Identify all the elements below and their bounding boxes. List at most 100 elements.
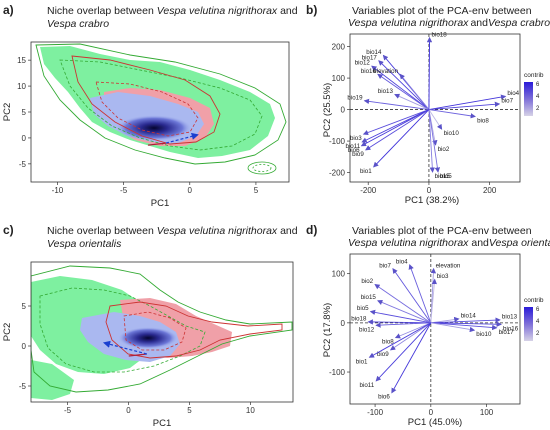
a-x-tick-label: -5 <box>120 186 128 195</box>
panel-b: b) Variables plot of the PCA-env between… <box>306 3 550 206</box>
panel-label-b: b) <box>306 3 317 17</box>
d-vector-bio1 <box>368 322 432 358</box>
b-vector-label-bio1: bio1 <box>360 168 372 175</box>
panel-c-red-contour <box>105 301 283 359</box>
d-vector-label-bio16: bio16 <box>503 325 519 332</box>
panel-d-legend: contrib 6 4 2 <box>524 297 544 341</box>
b-vector-label-bio6: bio6 <box>348 147 360 154</box>
panel-c-y-axis-label: PC2 <box>2 323 13 341</box>
panel-label-d: d) <box>306 223 317 237</box>
d-y-tick-label: 0 <box>341 319 346 328</box>
d-vector-bio11 <box>375 322 432 382</box>
a-y-tick-label: -5 <box>19 160 27 169</box>
panel-a-red-contour <box>71 55 221 145</box>
b-y-tick-label: 100 <box>332 74 346 83</box>
panel-b-title-line1: Variables plot of the PCA-env between <box>352 5 532 17</box>
panel-c-inner-contour <box>39 287 206 373</box>
b-vector-bio10 <box>428 109 443 130</box>
b-vector-label-bio15: bio15 <box>435 173 451 180</box>
d-vector-label-bio11: bio11 <box>360 382 375 389</box>
d-y-tick-label: -100 <box>329 368 346 377</box>
panel-c-y-ticks: -5 0 5 <box>19 302 31 391</box>
c-y-tick-label: -5 <box>19 382 27 391</box>
panel-d-x-axis-label: PC1 (45.0%) <box>408 417 462 428</box>
b-vector-bio3 <box>362 109 430 136</box>
panel-c: c) Niche overlap between Vespa velutina … <box>2 223 298 429</box>
d-x-tick-label: 0 <box>429 408 434 417</box>
b-vector-bio11 <box>361 109 430 143</box>
panel-a: a) Niche overlap between Vespa velutina … <box>2 3 298 209</box>
d-vector-bio2 <box>374 283 432 324</box>
panel-d-x-ticks: -100 0 100 <box>367 404 494 417</box>
panel-a-y-ticks: -5 0 5 10 15 <box>17 56 31 169</box>
panel-d-y-axis-label: PC2 (17.8%) <box>322 303 333 357</box>
panel-a-small-contour <box>247 161 277 175</box>
d-vector-label-bio2: bio2 <box>361 278 373 285</box>
panel-d-y-ticks: -100 0 100 <box>329 270 350 377</box>
a-y-tick-label: 0 <box>22 134 27 143</box>
b-y-tick-label: 0 <box>341 106 346 115</box>
b-vector-label-bio3: bio3 <box>350 135 362 142</box>
b-vector-bio9 <box>365 109 430 151</box>
b-vector-label-bio18: bio18 <box>432 31 448 38</box>
b-vector-label-bio17: bio17 <box>362 54 378 61</box>
b-vector-bio16 <box>377 73 430 110</box>
c-x-tick-label: -5 <box>64 406 72 415</box>
d-vector-bio4 <box>408 263 432 324</box>
b-vector-bio19 <box>363 98 429 111</box>
c-red-shift-arrow <box>128 353 147 357</box>
panel-b-frame <box>349 33 521 183</box>
panel-d-frame <box>349 253 521 405</box>
c-y-tick-label: 5 <box>22 302 27 311</box>
b-vector-label-bio16: bio16 <box>361 68 377 75</box>
d-vector-label-bio1: bio1 <box>356 358 368 365</box>
b-legend-tick-label: 4 <box>536 94 540 100</box>
d-vector-bio9 <box>389 322 432 351</box>
panel-d: d) Variables plot of the PCA-env between… <box>306 223 550 428</box>
panel-d-title-line2: Vespa velutina nigrithorax andVespa orie… <box>348 237 550 249</box>
d-x-tick-label: 100 <box>480 408 494 417</box>
b-vector-label-bio19: bio19 <box>347 94 363 101</box>
a-y-tick-label: 10 <box>17 82 26 91</box>
d-vector-bio16 <box>430 321 502 327</box>
b-legend-tick-label: 2 <box>536 106 540 112</box>
panel-c-outer-contour <box>31 265 293 393</box>
c-y-tick-label: 0 <box>22 342 27 351</box>
panel-c-region-species-a-2 <box>31 360 74 400</box>
b-vector-label-bio10: bio10 <box>444 130 460 137</box>
panel-a-title-line1: Niche overlap between Vespa velutina nig… <box>47 5 298 17</box>
d-vector-bio6 <box>391 322 432 394</box>
panel-label-a: a) <box>3 3 14 17</box>
panel-c-title-line2: Vespa orientalis <box>47 238 122 250</box>
panel-c-x-axis-label: PC1 <box>153 418 171 429</box>
a-x-tick-label: 5 <box>254 186 259 195</box>
b-vector-label-bio9: bio9 <box>352 151 364 158</box>
panel-c-centroid-shift-arrow <box>102 340 147 355</box>
b-vector-label-bio11: bio11 <box>345 143 360 150</box>
d-vector-label-bio18: bio18 <box>351 315 367 322</box>
c-x-tick-label: 5 <box>187 406 192 415</box>
panel-b-x-ticks: -200 0 200 <box>360 182 497 195</box>
b-vector-bio8 <box>428 109 476 119</box>
panel-c-x-ticks: -5 0 5 10 <box>64 402 255 415</box>
d-vector-bio17 <box>430 322 498 331</box>
c-x-tick-label: 0 <box>126 406 131 415</box>
panel-a-y-axis-label: PC2 <box>2 103 13 121</box>
d-vector-label-bio10: bio10 <box>476 331 492 338</box>
panel-a-x-ticks: -10 -5 0 5 <box>52 182 259 195</box>
d-vector-label-bio12: bio12 <box>359 326 375 333</box>
b-y-tick-label: 200 <box>332 43 346 52</box>
b-x-tick-label: 0 <box>427 186 432 195</box>
b-vector-label-bio5: bio5 <box>440 173 452 180</box>
panel-label-c: c) <box>3 223 14 237</box>
panel-c-red-inner-contour <box>123 311 187 351</box>
d-vector-label-bio17: bio17 <box>499 329 515 336</box>
panel-b-y-ticks: -200 -100 0 100 200 <box>329 43 350 178</box>
b-vector-label-bio7: bio7 <box>501 97 513 104</box>
b-vector-bio17 <box>378 60 430 110</box>
panel-b-legend-ticks: 6 4 2 <box>536 82 540 112</box>
b-vector-label-bio13: bio13 <box>378 88 394 95</box>
d-vector-label-bio8: bio8 <box>382 339 394 346</box>
d-legend-tick-label: 2 <box>536 331 540 337</box>
